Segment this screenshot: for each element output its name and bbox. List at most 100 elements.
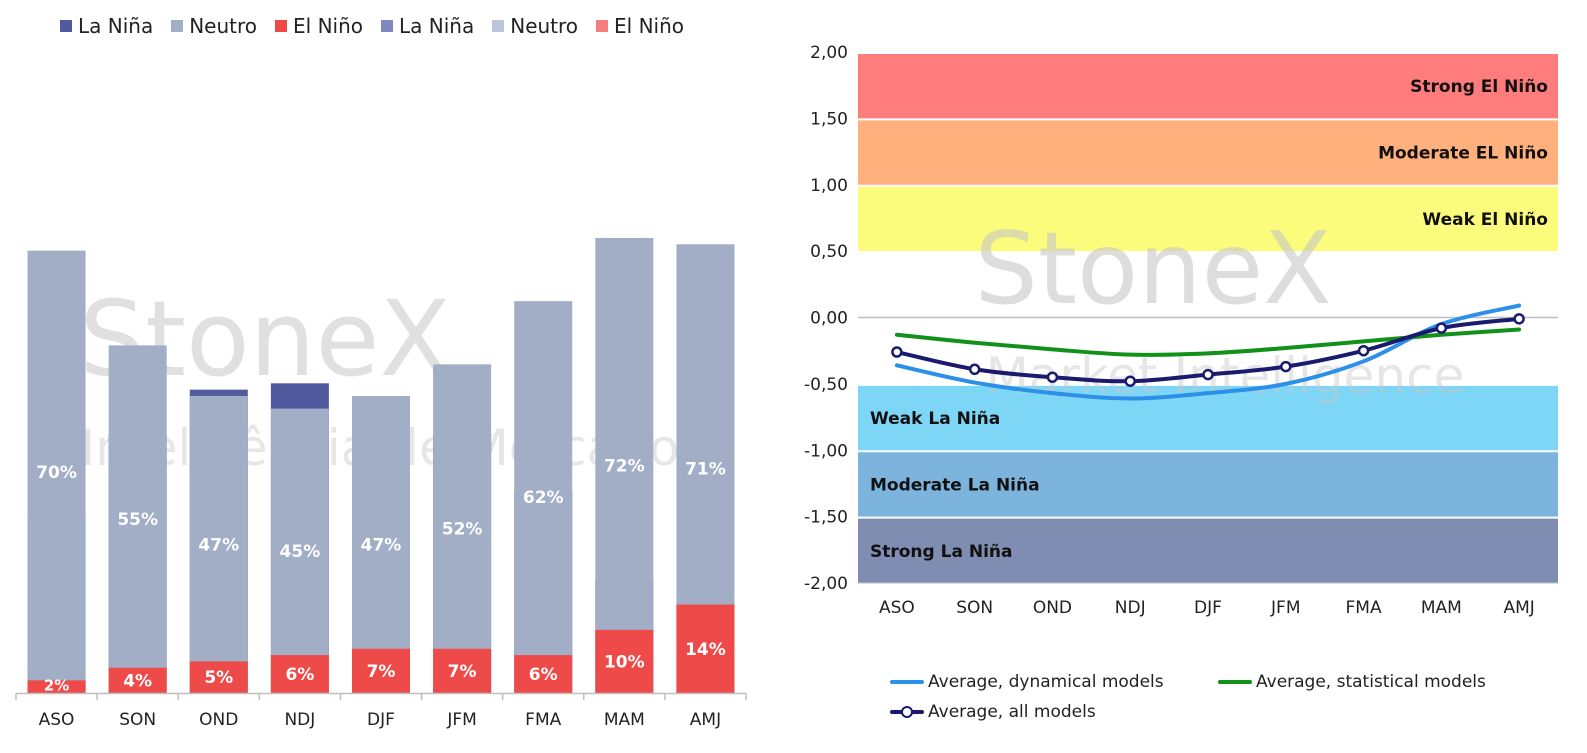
y-tick-label: 1,50 [810,109,848,129]
bar-segment-neutro [27,250,86,693]
all-models-marker [1513,313,1525,325]
all-models-marker [1046,371,1059,383]
bar-segment-el-nino [595,629,654,693]
data-label-neutro: 71% [685,460,726,480]
legend-item: El Niño [596,14,684,38]
bar-segment-neutro [514,301,573,693]
all-models-marker [1357,344,1370,357]
bar-segment-el-nino [27,680,86,693]
band-label: Weak La Niña [870,409,1000,429]
model-legend-item: Average, dynamical models [890,672,1164,692]
bar-segment-neutro [433,364,492,693]
bar-segment-neutro [595,237,654,693]
all-models-marker [891,346,903,358]
band-strong-el-niño [858,54,1558,119]
bar-segment-el-nino [189,661,248,693]
data-label-neutro: 45% [280,542,321,562]
bar-segment-neutro [108,345,167,693]
model-legend-item: Average, all models [890,702,1096,722]
legend-swatch [596,20,609,32]
watermark-brand: StoneX [974,210,1331,327]
all-models-marker [968,363,981,376]
data-label-el-nino: 14% [685,640,726,660]
legend-label: Neutro [510,14,579,38]
legend-item: Neutro [171,14,257,38]
data-label-neutro: 62% [523,488,564,508]
legend-swatch [275,20,288,32]
legend-label: La Niña [78,14,154,38]
x-tick-label: OND [1033,598,1072,618]
legend-label: Average, dynamical models [928,672,1164,692]
data-label-el-nino: 7% [367,662,396,682]
data-label-el-nino: 4% [123,671,152,691]
x-tick-label: AMJ [1503,598,1534,618]
data-label-neutro: 52% [442,520,483,540]
band-label: Weak El Niño [1422,210,1548,230]
legend-swatch [171,20,184,32]
y-tick-label: -1,50 [804,508,848,528]
legend-label: La Niña [399,14,475,38]
probability-legend: La Niña Neutro El Niño La Niña Neutro El Niño [60,14,702,38]
band-weak-el-niño [858,186,1558,252]
x-tick-label: DJF [367,710,395,730]
band-label: Strong El Niño [1410,77,1548,97]
band-label: Moderate EL Niño [1378,144,1548,164]
statistical-models-line [894,327,1522,357]
data-label-el-nino: 6% [529,665,558,685]
x-tick-label: ASO [879,598,915,618]
x-tick-label: MAM [1421,598,1462,618]
model-legend-item: Average, statistical models [1218,672,1486,692]
x-tick-label: AMJ [690,710,721,730]
x-tick-label: FMA [525,710,561,730]
legend-label: El Niño [614,14,685,38]
all-models-marker [1202,368,1214,381]
legend-line [890,680,924,684]
bar-segment-el-nino [352,648,410,693]
data-label-el-nino: 7% [448,662,477,682]
y-tick-label: 1,00 [810,176,848,196]
legend-label: Neutro [189,14,258,38]
y-tick-label: -2,00 [804,574,848,594]
bar-segment-el-nino [676,604,735,693]
x-tick-label: SON [119,710,156,730]
bar-segment-neutro [352,395,410,693]
data-label-el-nino: 10% [604,652,645,672]
data-label-neutro: 70% [36,463,77,483]
legend-label: El Niño [293,14,364,38]
x-tick-label: FMA [1346,598,1382,618]
legend-label: Average, statistical models [1256,672,1486,692]
y-tick-label: 0,00 [810,309,848,329]
bar-segment-neutro [189,395,248,693]
data-label-neutro: 47% [198,535,239,555]
band-label: Moderate La Niña [870,475,1040,495]
data-label-neutro: 72% [604,456,645,476]
legend-line-swatch [890,675,924,689]
x-tick-label: MAM [604,710,645,730]
legend-label: Average, all models [928,702,1096,722]
data-label-neutro: 55% [117,510,158,530]
x-tick-label: OND [199,710,238,730]
band-moderate-la-niña [858,452,1558,517]
legend-line-swatch [1218,675,1252,689]
bar-segment-el-nino [108,667,167,693]
y-tick-label: -1,00 [804,441,848,461]
x-tick-label: ASO [39,710,75,730]
y-tick-label: 2,00 [810,43,848,63]
x-tick-label: JFM [1270,598,1300,618]
all-models-marker [1124,375,1136,387]
all-models-marker [1280,360,1292,373]
band-moderate-el-niño [858,120,1558,185]
x-tick-label: NDJ [284,710,315,730]
legend-marker [901,706,913,718]
bar-segment-el-nino [514,655,573,693]
y-tick-label: 0,50 [810,242,848,262]
legend-item: La Niña [381,14,474,38]
legend-swatch [381,20,394,32]
legend-item: La Niña [60,14,153,38]
band-strong-la-niña [858,518,1558,583]
band-weak-la-niña [858,385,1558,451]
data-label-el-nino: 2% [44,677,69,695]
enso-probability-chart-panel: La Niña Neutro El Niño La Niña Neutro El Niño… [0,0,760,749]
bar-segment-el-nino [433,648,492,693]
all-models-marker [1435,322,1448,334]
